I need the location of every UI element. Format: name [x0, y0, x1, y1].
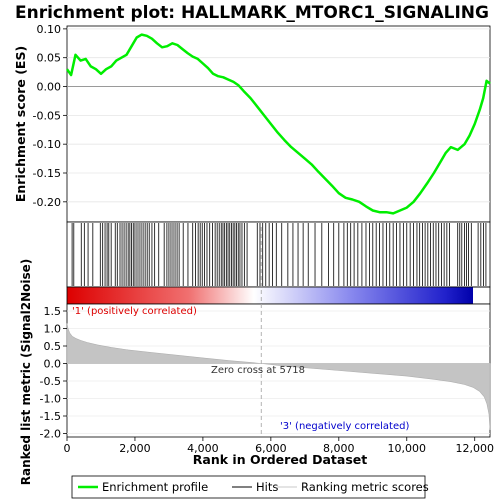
- metric-y-tick-label: 0.5: [44, 340, 62, 353]
- zero-cross-label: Zero cross at 5718: [211, 365, 305, 376]
- negative-correlation-label: '3' (negatively correlated): [280, 421, 409, 432]
- enrichment-profile-line: [65, 33, 491, 215]
- x-tick-label: 10,000: [388, 442, 427, 455]
- es-y-tick-label: -0.15: [33, 167, 61, 180]
- metric-y-tick-label: 1.5: [44, 305, 62, 318]
- x-tick-label: 12,000: [455, 442, 494, 455]
- es-y-tick-label: -0.10: [33, 138, 61, 151]
- metric-y-tick-label: -1.5: [40, 410, 61, 423]
- legend-metric-label: Ranking metric scores: [301, 480, 429, 494]
- hits-panel-frame: [66, 221, 491, 288]
- rank-color-bar: [67, 287, 473, 304]
- positive-correlation-label: '1' (positively correlated): [72, 306, 197, 317]
- legend-hits-label: Hits: [256, 480, 278, 494]
- es-y-tick-label: 0.05: [37, 52, 62, 65]
- es-y-tick-label: 0.00: [37, 81, 62, 94]
- x-tick-label: 4,000: [187, 442, 219, 455]
- x-tick-label: 2,000: [119, 442, 151, 455]
- metric-y-axis-title: Ranked list metric (Signal2Noise): [19, 259, 33, 486]
- metric-y-tick-label: 0.0: [44, 358, 62, 371]
- es-y-tick-label: -0.05: [33, 109, 61, 122]
- legend-enrichment-label: Enrichment profile: [102, 480, 208, 494]
- chart-title: Enrichment plot: HALLMARK_MTORC1_SIGNALI…: [15, 3, 489, 23]
- es-panel-frame: [66, 25, 491, 223]
- metric-y-tick-label: -1.0: [40, 393, 61, 406]
- metric-y-tick-label: 1.0: [44, 323, 62, 336]
- x-tick-label: 6,000: [255, 442, 287, 455]
- x-tick-label: 8,000: [323, 442, 355, 455]
- es-y-tick-label: 0.10: [37, 23, 62, 36]
- metric-y-tick-label: -2.0: [40, 428, 61, 441]
- es-y-tick-label: -0.20: [33, 196, 61, 209]
- x-axis-title: Rank in Ordered Dataset: [193, 452, 367, 467]
- x-tick-label: 0: [64, 442, 71, 455]
- es-y-axis-title: Enrichment score (ES): [13, 46, 28, 202]
- metric-y-tick-label: -0.5: [40, 375, 61, 388]
